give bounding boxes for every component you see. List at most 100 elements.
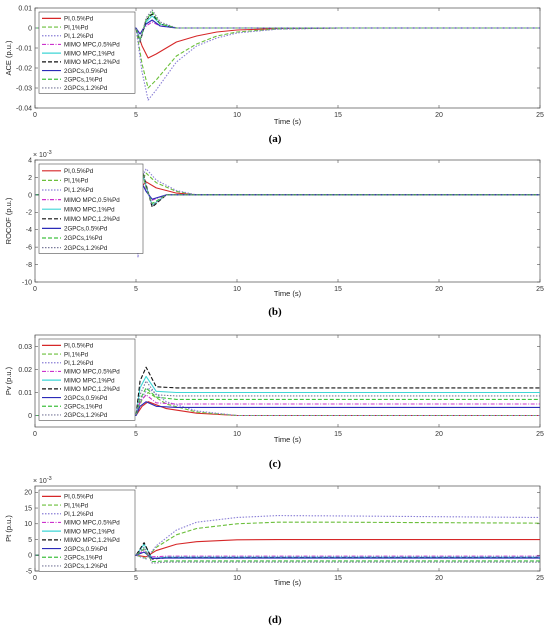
panel-label: (b): [268, 306, 282, 318]
y-tick-label: -2: [26, 210, 32, 217]
x-tick-label: 20: [435, 431, 443, 438]
y-tick-label: 0: [28, 192, 32, 199]
x-tick-label: 20: [435, 112, 443, 119]
y-tick-label: 0.03: [18, 344, 32, 351]
series-line-7: [35, 401, 540, 417]
series-line-9: [35, 9, 540, 43]
series-lines: [35, 366, 540, 417]
x-tick-label: 25: [536, 575, 544, 582]
x-tick-label: 0: [33, 431, 37, 438]
x-tick-label: 5: [134, 431, 138, 438]
x-tick-label: 5: [134, 286, 138, 293]
panel-label: (d): [268, 614, 282, 626]
legend-entry: MIMO MPC,1.2%Pd: [64, 537, 120, 544]
legend-entry: MIMO MPC,1%Pd: [64, 206, 115, 213]
series-line-9: [35, 380, 540, 417]
legend-entry: 2GPCs,1%Pd: [64, 235, 103, 242]
series-line-2: [35, 172, 540, 248]
x-tick-label: 15: [334, 431, 342, 438]
y-tick-label: -0.03: [16, 85, 32, 92]
chart-panel-1: 0 5 10 15 20 25 0.01 0 -0.01 -0.02 -0.03 -0.04 Time …: [4, 5, 544, 145]
legend-entry: PI,1%Pd: [64, 351, 89, 358]
x-tick-label: 0: [33, 286, 37, 293]
series-line-3: [35, 387, 540, 417]
y-tick-label: -0.04: [16, 105, 32, 112]
legend-entry: 2GPCs,0.5%Pd: [64, 546, 108, 553]
series-line-3: [35, 515, 540, 560]
y-axis-label: Pv (p.u.): [4, 366, 13, 395]
legend-entry: MIMO MPC,0.5%Pd: [64, 369, 120, 376]
y-tick-label: 5: [28, 537, 32, 544]
y-tick-label: 0.01: [18, 5, 32, 12]
x-tick-label: 20: [435, 286, 443, 293]
panel-label: (c): [269, 458, 282, 470]
legend-entry: MIMO MPC,0.5%Pd: [64, 197, 120, 204]
y-tick-label: 0: [28, 553, 32, 560]
series-line-6: [35, 366, 540, 417]
legend-entry: MIMO MPC,1.2%Pd: [64, 216, 120, 223]
series-line-2: [35, 521, 540, 559]
x-tick-label: 25: [536, 431, 544, 438]
series-line-7: [35, 551, 540, 559]
legend-entry: 2GPCs,1%Pd: [64, 76, 103, 83]
series-line-9: [35, 546, 540, 564]
x-tick-label: 15: [334, 575, 342, 582]
legend-entry: PI,0.5%Pd: [64, 16, 94, 23]
legend-entry: 2GPCs,0.5%Pd: [64, 226, 108, 233]
legend-entry: 2GPCs,1.2%Pd: [64, 85, 108, 92]
legend-entry: MIMO MPC,1%Pd: [64, 50, 115, 57]
legend-entry: MIMO MPC,0.5%Pd: [64, 42, 120, 49]
y-tick-label: 0: [28, 25, 32, 32]
y-tick-label: 2: [28, 175, 32, 182]
legend-entry: 2GPCs,1%Pd: [64, 403, 103, 410]
x-axis-label: Time (s): [274, 117, 302, 126]
x-tick-label: 15: [334, 112, 342, 119]
y-axis-label: ACE (p.u.): [4, 40, 13, 76]
legend-entry: PI,1%Pd: [64, 502, 89, 509]
panel-label: (a): [269, 133, 282, 145]
chart-panel-3: 0 5 10 15 20 25 0.03 0.02 0.01 0 Time (s) Pv (p.u.)…: [4, 334, 544, 470]
y-axis-exponent: × 10-3: [33, 150, 52, 159]
x-axis-label: Time (s): [274, 289, 302, 298]
y-tick-label: -0.02: [16, 65, 32, 72]
y-tick-label: -6: [26, 245, 32, 252]
y-tick-label: 20: [24, 490, 32, 497]
x-tick-label: 5: [134, 575, 138, 582]
legend-entry: MIMO MPC,1%Pd: [64, 528, 115, 535]
x-tick-label: 0: [33, 575, 37, 582]
legend-entry: PI,0.5%Pd: [64, 494, 94, 501]
y-tick-label: -4: [26, 227, 32, 234]
series-lines: [35, 515, 540, 564]
x-tick-label: 25: [536, 286, 544, 293]
legend-entry: MIMO MPC,1.2%Pd: [64, 59, 120, 66]
legend-entry: MIMO MPC,1%Pd: [64, 377, 115, 384]
y-tick-label: -10: [22, 279, 32, 286]
legend-entry: 2GPCs,1.2%Pd: [64, 412, 108, 419]
legend-entry: PI,0.5%Pd: [64, 343, 94, 350]
y-axis-exponent: × 10-3: [33, 476, 52, 485]
y-axis-label: Pt (p.u.): [4, 515, 13, 542]
x-tick-label: 10: [233, 286, 241, 293]
y-tick-label: -8: [26, 262, 32, 269]
legend-entry: PI,1%Pd: [64, 24, 89, 31]
legend-entry: PI,1.2%Pd: [64, 511, 94, 518]
series-line-3: [35, 27, 540, 101]
legend-entry: 2GPCs,1.2%Pd: [64, 245, 108, 252]
legend-entry: 2GPCs,1.2%Pd: [64, 563, 108, 570]
x-tick-label: 10: [233, 431, 241, 438]
y-tick-label: 0.01: [18, 390, 32, 397]
x-tick-label: 25: [536, 112, 544, 119]
x-tick-label: 0: [33, 112, 37, 119]
x-tick-label: 10: [233, 575, 241, 582]
y-tick-label: 0: [28, 413, 32, 420]
series-line-4: [35, 394, 540, 417]
legend-entry: 2GPCs,1%Pd: [64, 554, 103, 561]
legend-entry: PI,1.2%Pd: [64, 187, 94, 194]
y-tick-label: 4: [28, 157, 32, 164]
